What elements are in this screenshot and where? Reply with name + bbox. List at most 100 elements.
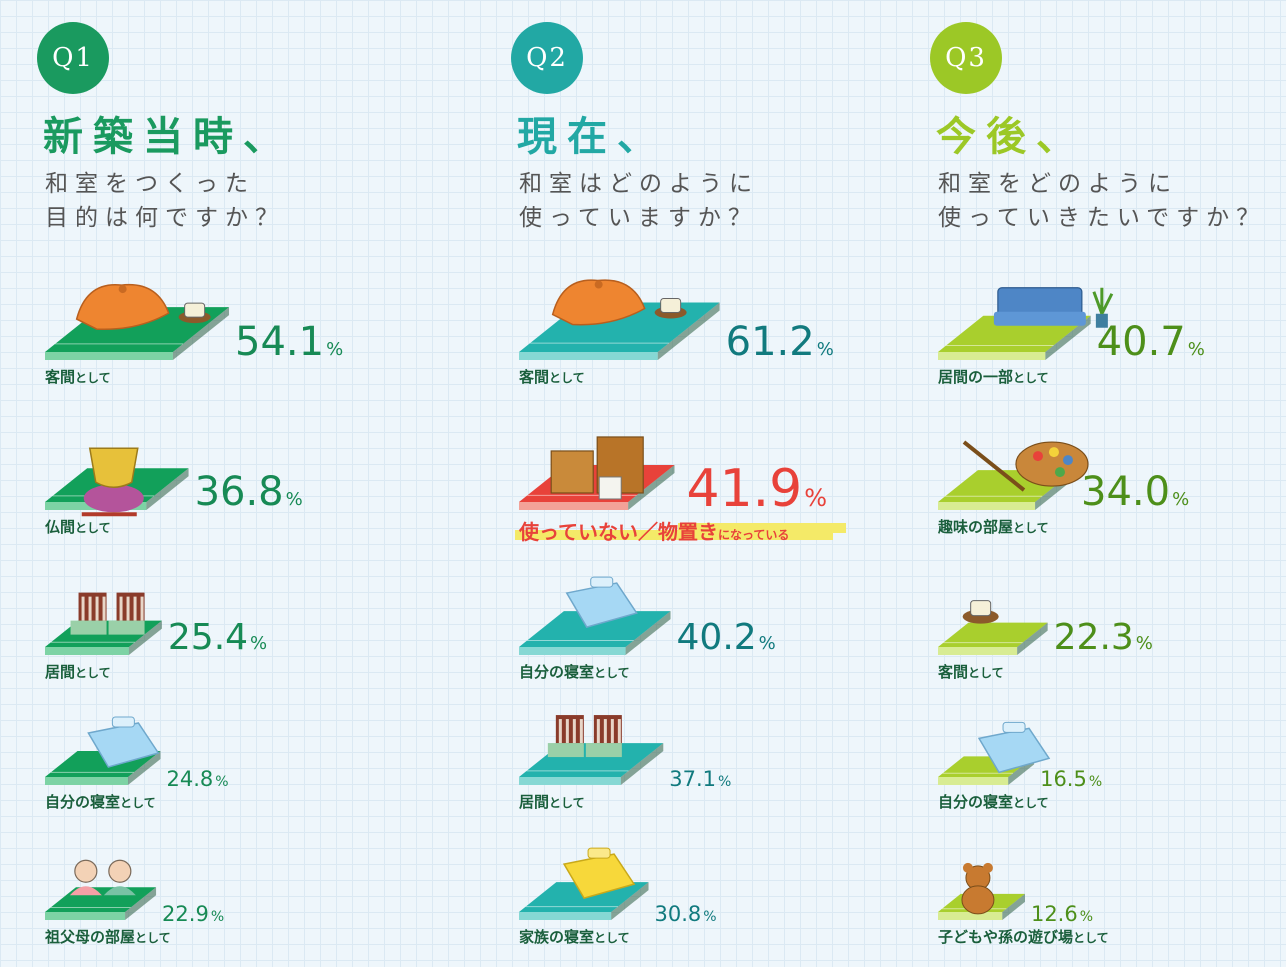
category-label-main: 自分の寝室: [938, 793, 1014, 811]
percentage-value: 16.5%: [1040, 769, 1102, 790]
category-label-suffix: として: [75, 521, 111, 535]
tatami-mat-bar: [938, 600, 1048, 655]
category-label: 居間として: [519, 791, 585, 812]
column-q3: Q3 今後、 和室をどのように 使っていきたいですか？ 40.7% 居間の一部として 34.…: [930, 0, 1286, 967]
category-label-main: 自分の寝室: [45, 793, 121, 811]
category-label: 客間として: [938, 661, 1004, 682]
category-label-main: 祖父母の部屋: [45, 928, 136, 946]
question-heading: 新築当時、: [43, 114, 293, 160]
cushion-tea-icon: [75, 283, 211, 331]
percentage-value: 54.1%: [235, 322, 343, 362]
percentage-number: 41.9: [686, 459, 803, 519]
category-label: 自分の寝室として: [519, 661, 630, 682]
category-label: 自分の寝室として: [938, 791, 1049, 812]
category-label-main: 趣味の部屋: [938, 518, 1014, 536]
percentage-number: 12.6: [1030, 902, 1078, 927]
tatami-mat-bar: [519, 279, 720, 360]
category-label-main: 仏間: [45, 518, 76, 536]
percentage-unit: %: [250, 633, 268, 654]
cushion-tea-icon: [551, 279, 687, 326]
category-label-suffix: として: [1013, 371, 1049, 385]
percentage-number: 24.8: [166, 767, 214, 792]
category-label-suffix: として: [1013, 796, 1049, 810]
percentage-unit: %: [210, 909, 225, 926]
question-badge: Q1: [37, 22, 109, 94]
question-subtitle-line: 和室はどのように: [519, 171, 759, 197]
percentage-unit: %: [285, 489, 303, 510]
percentage-value: 24.8%: [167, 769, 229, 790]
column-q1: Q1 新築当時、 和室をつくった 目的は何ですか？ 54.1% 客間として 36.8% 仏間と…: [37, 0, 465, 967]
tatami-mat-bar: [519, 847, 649, 920]
category-label-suffix: として: [549, 796, 585, 810]
percentage-number: 16.5: [1040, 767, 1087, 792]
percentage-unit: %: [1172, 489, 1190, 510]
category-label-suffix: として: [594, 931, 630, 945]
teacup-icon: [962, 600, 999, 624]
category-label-suffix: として: [120, 796, 156, 810]
tatami-mat-bar: [45, 447, 189, 517]
category-label: 居間の一部として: [938, 366, 1049, 387]
grandparents-icon: [69, 859, 136, 896]
category-label-suffix: として: [1013, 521, 1049, 535]
percentage-number: 34.0: [1081, 469, 1171, 515]
percentage-unit: %: [1088, 774, 1103, 791]
category-label-suffix: として: [549, 371, 585, 385]
category-label-suffix: として: [135, 931, 171, 945]
percentage-unit: %: [1079, 909, 1094, 926]
percentage-highlight: [678, 522, 847, 533]
tatami-mat-bar: [938, 440, 1089, 510]
category-label-main: 自分の寝室: [519, 663, 595, 681]
question-subtitle-line: 目的は何ですか？: [45, 205, 285, 231]
percentage-unit: %: [816, 339, 834, 360]
percentage-value: 40.7%: [1097, 322, 1205, 362]
question-subtitle-line: 和室をどのように: [938, 171, 1178, 197]
question-badge: Q2: [511, 22, 583, 94]
question-heading: 今後、: [936, 114, 1086, 160]
percentage-unit: %: [215, 774, 229, 791]
tatami-mat-bar: [519, 576, 671, 655]
category-label: 祖父母の部屋として: [45, 926, 171, 947]
percentage-number: 22.9: [162, 902, 209, 927]
percentage-number: 36.8: [194, 469, 284, 515]
category-label-main: 居間の一部: [938, 368, 1014, 386]
question-subtitle-line: 使っていますか？: [519, 205, 758, 231]
category-label: 自分の寝室として: [45, 791, 156, 812]
tatami-mat-bar: [45, 859, 157, 920]
tatami-mat-bar: [938, 862, 1025, 920]
category-label-main: 客間: [938, 663, 969, 681]
tatami-mat-bar: [938, 721, 1051, 785]
sofa-plant-icon: [993, 287, 1114, 328]
percentage-number: 37.1: [669, 767, 717, 792]
tatami-mat-bar: [45, 716, 161, 785]
percentage-value: 22.3%: [1054, 620, 1153, 656]
percentage-value: 12.6%: [1031, 904, 1093, 925]
category-label-main: 家族の寝室: [519, 928, 595, 946]
category-label: 客間として: [519, 366, 585, 387]
percentage-unit: %: [758, 633, 776, 654]
zaisu-chairs-icon: [547, 715, 622, 758]
percentage-number: 22.3: [1053, 617, 1134, 658]
category-label-suffix: として: [968, 666, 1004, 680]
category-label: 家族の寝室として: [519, 926, 630, 947]
category-label: 使っていない／物置きになっている: [519, 516, 789, 545]
percentage-number: 54.1: [235, 319, 325, 365]
percentage-value: 30.8%: [655, 904, 717, 925]
yellow-futon-icon: [562, 847, 636, 900]
category-label-main: 使っていない／物置き: [519, 520, 718, 544]
percentage-value: 61.2%: [726, 322, 834, 362]
percentage-unit: %: [804, 484, 828, 512]
tatami-mat-bar: [45, 592, 162, 655]
category-label-main: 子どもや孫の遊び場: [938, 928, 1074, 946]
question-heading: 現在、: [517, 114, 667, 160]
futon-icon: [565, 576, 638, 628]
percentage-value: 41.9%: [686, 463, 827, 515]
percentage-unit: %: [326, 339, 344, 360]
category-label: 子どもや孫の遊び場として: [938, 926, 1109, 947]
futon-icon: [977, 721, 1051, 774]
percentage-unit: %: [703, 909, 717, 926]
percentage-unit: %: [1135, 633, 1153, 654]
percentage-value: 37.1%: [669, 769, 731, 790]
paint-palette-icon: [962, 440, 1089, 492]
percentage-number: 61.2: [725, 319, 815, 365]
percentage-value: 36.8%: [195, 472, 303, 512]
